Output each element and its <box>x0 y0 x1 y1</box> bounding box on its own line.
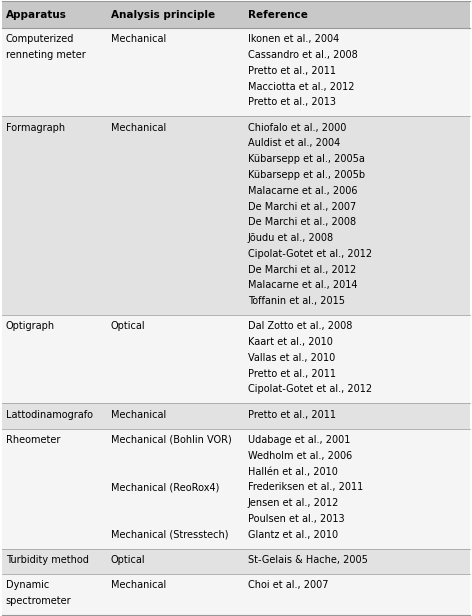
Bar <box>2 403 470 429</box>
Text: Macciotta et al., 2012: Macciotta et al., 2012 <box>248 82 354 92</box>
Text: Lattodinamografo: Lattodinamografo <box>6 410 93 419</box>
Text: Mechanical: Mechanical <box>111 580 166 590</box>
Text: Computerized: Computerized <box>6 34 74 44</box>
Text: spectrometer: spectrometer <box>6 596 71 606</box>
Text: Kübarsepp et al., 2005b: Kübarsepp et al., 2005b <box>248 170 365 180</box>
Text: Turbidity method: Turbidity method <box>6 555 89 565</box>
Text: Malacarne et al., 2006: Malacarne et al., 2006 <box>248 186 357 196</box>
Text: Auldist et al., 2004: Auldist et al., 2004 <box>248 139 340 148</box>
Text: Kaart et al., 2010: Kaart et al., 2010 <box>248 337 333 347</box>
Text: renneting meter: renneting meter <box>6 50 85 60</box>
Text: Cassandro et al., 2008: Cassandro et al., 2008 <box>248 50 358 60</box>
Text: Toffanin et al., 2015: Toffanin et al., 2015 <box>248 296 345 306</box>
Text: De Marchi et al., 2012: De Marchi et al., 2012 <box>248 265 356 275</box>
Text: Rheometer: Rheometer <box>6 435 60 445</box>
Text: Dal Zotto et al., 2008: Dal Zotto et al., 2008 <box>248 322 352 331</box>
Text: Mechanical (ReoRox4): Mechanical (ReoRox4) <box>111 482 219 492</box>
Bar <box>2 116 470 315</box>
Text: Vallas et al., 2010: Vallas et al., 2010 <box>248 353 335 363</box>
Text: Mechanical (Bohlin VOR): Mechanical (Bohlin VOR) <box>111 435 232 445</box>
Text: Dynamic: Dynamic <box>6 580 49 590</box>
Text: Mechanical: Mechanical <box>111 410 166 419</box>
Bar <box>2 429 470 548</box>
Text: Apparatus: Apparatus <box>6 10 67 20</box>
Bar <box>2 1 470 28</box>
Bar <box>2 548 470 573</box>
Text: De Marchi et al., 2008: De Marchi et al., 2008 <box>248 217 356 227</box>
Text: Optical: Optical <box>111 555 145 565</box>
Text: De Marchi et al., 2007: De Marchi et al., 2007 <box>248 201 356 211</box>
Bar <box>2 573 470 615</box>
Text: Mechanical (Stresstech): Mechanical (Stresstech) <box>111 530 228 540</box>
Text: Optical: Optical <box>111 322 145 331</box>
Text: Jõudu et al., 2008: Jõudu et al., 2008 <box>248 233 334 243</box>
Text: Poulsen et al., 2013: Poulsen et al., 2013 <box>248 514 345 524</box>
Text: Frederiksen et al., 2011: Frederiksen et al., 2011 <box>248 482 363 492</box>
Text: Wedholm et al., 2006: Wedholm et al., 2006 <box>248 451 352 461</box>
Text: Hallén et al., 2010: Hallén et al., 2010 <box>248 466 337 477</box>
Text: Udabage et al., 2001: Udabage et al., 2001 <box>248 435 350 445</box>
Text: St-Gelais & Hache, 2005: St-Gelais & Hache, 2005 <box>248 555 368 565</box>
Text: Pretto et al., 2013: Pretto et al., 2013 <box>248 97 336 107</box>
Text: Mechanical: Mechanical <box>111 34 166 44</box>
Text: Ikonen et al., 2004: Ikonen et al., 2004 <box>248 34 339 44</box>
Text: Kübarsepp et al., 2005a: Kübarsepp et al., 2005a <box>248 154 365 164</box>
Text: Malacarne et al., 2014: Malacarne et al., 2014 <box>248 280 357 290</box>
Bar <box>2 315 470 403</box>
Text: Cipolat-Gotet et al., 2012: Cipolat-Gotet et al., 2012 <box>248 384 372 394</box>
Text: Choi et al., 2007: Choi et al., 2007 <box>248 580 329 590</box>
Text: Pretto et al., 2011: Pretto et al., 2011 <box>248 410 336 419</box>
Text: Reference: Reference <box>248 10 308 20</box>
Text: Cipolat-Gotet et al., 2012: Cipolat-Gotet et al., 2012 <box>248 249 372 259</box>
Text: Pretto et al., 2011: Pretto et al., 2011 <box>248 369 336 379</box>
Text: Glantz et al., 2010: Glantz et al., 2010 <box>248 530 338 540</box>
Text: Formagraph: Formagraph <box>6 123 65 132</box>
Bar <box>2 28 470 116</box>
Text: Optigraph: Optigraph <box>6 322 55 331</box>
Text: Chiofalo et al., 2000: Chiofalo et al., 2000 <box>248 123 346 132</box>
Text: Analysis principle: Analysis principle <box>111 10 215 20</box>
Text: Pretto et al., 2011: Pretto et al., 2011 <box>248 66 336 76</box>
Text: Mechanical: Mechanical <box>111 123 166 132</box>
Text: Jensen et al., 2012: Jensen et al., 2012 <box>248 498 339 508</box>
